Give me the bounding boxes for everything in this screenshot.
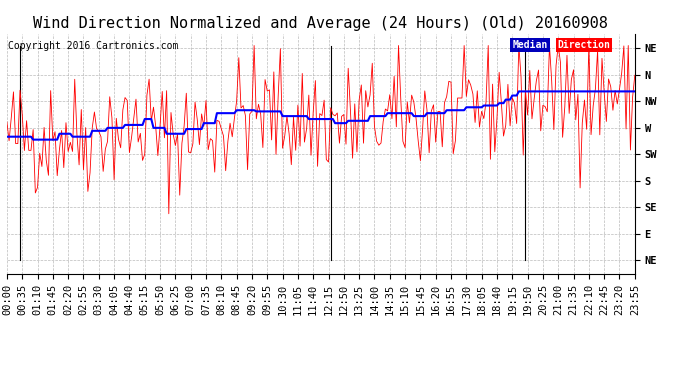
- Title: Wind Direction Normalized and Average (24 Hours) (Old) 20160908: Wind Direction Normalized and Average (2…: [33, 16, 609, 31]
- Text: Median: Median: [513, 40, 548, 50]
- Text: Direction: Direction: [558, 40, 611, 50]
- Text: Copyright 2016 Cartronics.com: Copyright 2016 Cartronics.com: [8, 41, 179, 51]
